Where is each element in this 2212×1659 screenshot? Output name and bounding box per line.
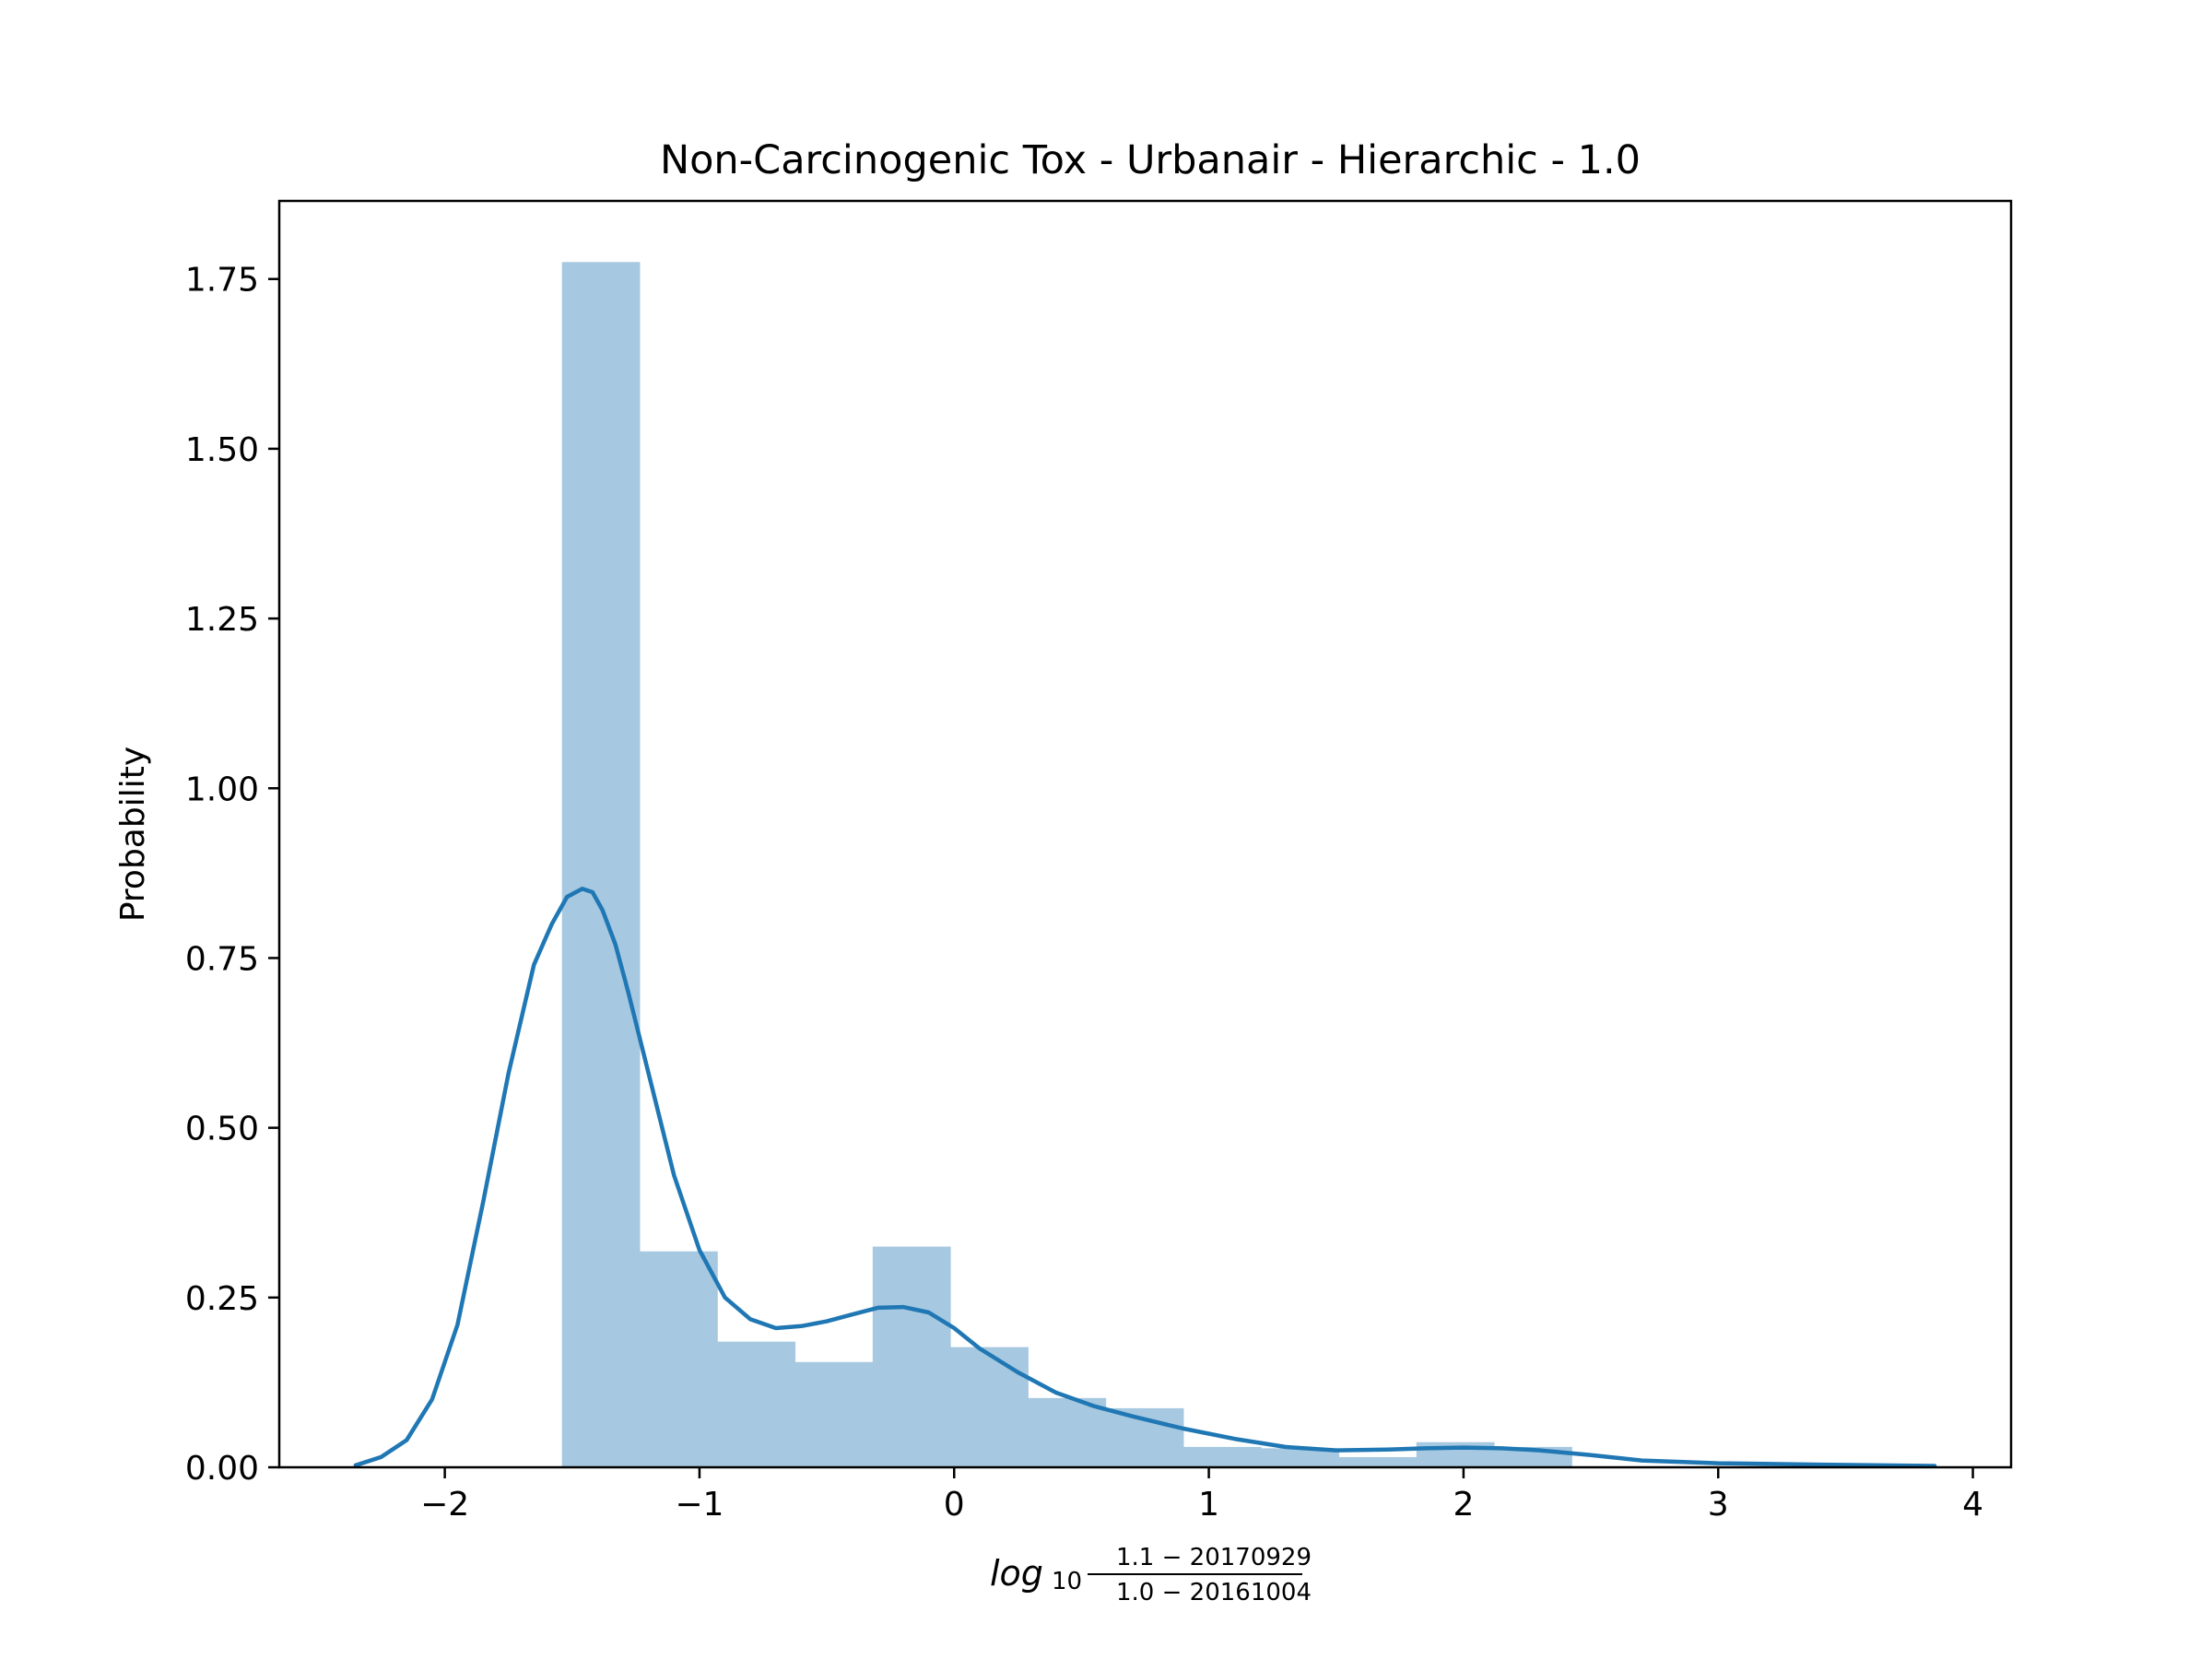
histogram-bar bbox=[561, 262, 641, 1467]
kde-curve bbox=[353, 887, 1937, 1468]
x-axis-ticks: −2 −1 0 1 2 3 4 bbox=[420, 1467, 1983, 1524]
x-tick-label: 0 bbox=[944, 1486, 965, 1524]
histogram-bars bbox=[561, 262, 1572, 1467]
x-axis-label-denominator: 1.0 − 20161004 bbox=[1116, 1579, 1312, 1606]
histogram-bar bbox=[1261, 1448, 1340, 1467]
plot-frame bbox=[277, 199, 2013, 1469]
histogram-bar bbox=[950, 1347, 1029, 1467]
histogram-bar bbox=[1105, 1407, 1184, 1467]
x-tick-label: −2 bbox=[420, 1486, 469, 1524]
x-tick-label: 4 bbox=[1962, 1486, 1983, 1524]
y-tick-label: 1.00 bbox=[185, 771, 259, 808]
x-axis-label-numerator: 1.1 − 20170929 bbox=[1116, 1544, 1312, 1571]
x-tick-label: −1 bbox=[675, 1486, 724, 1524]
histogram-bar bbox=[794, 1361, 874, 1467]
x-tick-label: 2 bbox=[1453, 1486, 1474, 1524]
histogram-bar bbox=[639, 1251, 718, 1467]
x-axis-label-log: log bbox=[990, 1553, 1043, 1594]
histogram-bar bbox=[1338, 1456, 1418, 1467]
y-tick-label: 1.25 bbox=[185, 601, 259, 639]
y-tick-label: 1.50 bbox=[185, 431, 259, 469]
y-tick-label: 0.75 bbox=[185, 940, 259, 978]
y-axis-ticks: 0.00 0.25 0.50 0.75 1.00 1.25 1.50 1.75 bbox=[185, 262, 279, 1488]
histogram-bar bbox=[1182, 1446, 1262, 1467]
x-axis-label: log 10 1.1 − 20170929 1.0 − 20161004 bbox=[990, 1544, 1312, 1606]
x-tick-label: 3 bbox=[1708, 1486, 1729, 1524]
histogram-bar bbox=[872, 1246, 951, 1467]
chart-title: Non-Carcinogenic Tox - Urbanair - Hierar… bbox=[660, 137, 1641, 183]
y-tick-label: 0.00 bbox=[185, 1450, 259, 1488]
x-axis-label-base: 10 bbox=[1052, 1568, 1082, 1595]
x-tick-label: 1 bbox=[1198, 1486, 1219, 1524]
y-tick-label: 0.50 bbox=[185, 1111, 259, 1148]
histogram-bar bbox=[717, 1341, 796, 1467]
y-axis-label: Probability bbox=[114, 747, 152, 922]
histogram-bar bbox=[1028, 1397, 1107, 1467]
y-tick-label: 1.75 bbox=[185, 262, 259, 300]
y-tick-label: 0.25 bbox=[185, 1280, 259, 1318]
